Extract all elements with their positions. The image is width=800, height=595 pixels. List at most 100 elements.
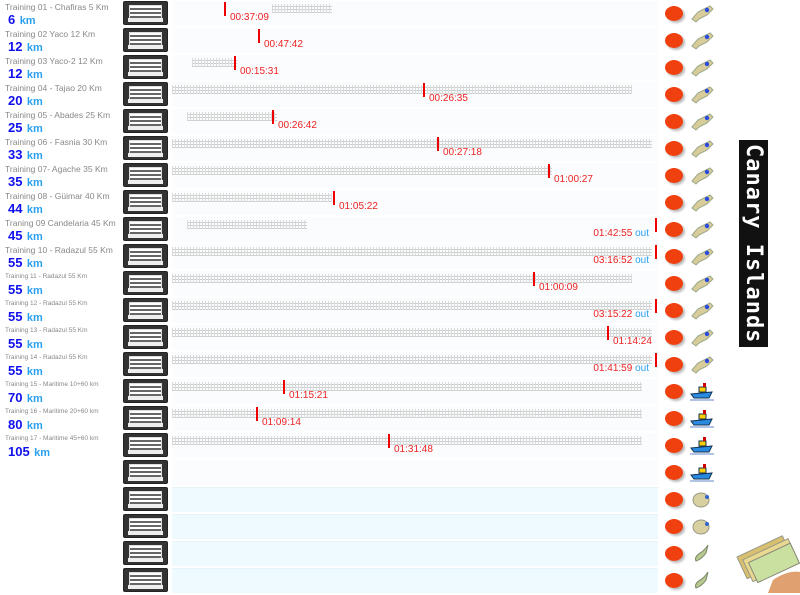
training-row[interactable]: Training 12 - Radazul 55 Km 55 km 03:15:22…: [0, 297, 730, 324]
training-row[interactable]: Training 16 - Maritime 20+60 km 80 km 01:0…: [0, 405, 730, 432]
training-title[interactable]: Training 04 - Tajao 20 Km: [5, 83, 102, 93]
status-dot[interactable]: [665, 519, 683, 534]
status-dot[interactable]: [665, 330, 683, 345]
training-label[interactable]: Training 12 - Radazul 55 Km 55 km: [5, 299, 123, 326]
status-dot[interactable]: [665, 114, 683, 129]
treadmill-icon[interactable]: [123, 514, 168, 538]
training-row[interactable]: Training 06 - Fasnia 30 Km 33 km 00:27:18: [0, 135, 730, 162]
status-dot[interactable]: [665, 546, 683, 561]
treadmill-icon[interactable]: [123, 163, 168, 187]
status-dot[interactable]: [665, 6, 683, 21]
training-title[interactable]: Training 03 Yaco-2 12 Km: [5, 56, 103, 66]
status-dot[interactable]: [665, 303, 683, 318]
training-row[interactable]: [0, 486, 730, 513]
training-label[interactable]: Training 02 Yaco 12 Km 12 km: [5, 29, 123, 56]
treadmill-icon[interactable]: [123, 541, 168, 565]
treadmill-icon[interactable]: [123, 433, 168, 457]
treadmill-icon[interactable]: [123, 1, 168, 25]
training-title[interactable]: Training 12 - Radazul 55 Km: [5, 300, 88, 307]
training-row[interactable]: Training 05 - Abades 25 Km 25 km 00:26:42: [0, 108, 730, 135]
training-title[interactable]: Training 05 - Abades 25 Km: [5, 110, 111, 120]
training-row[interactable]: [0, 459, 730, 486]
treadmill-icon[interactable]: [123, 568, 168, 592]
training-title[interactable]: Training 02 Yaco 12 Km: [5, 29, 96, 39]
training-row[interactable]: Training 15 - Maritime 10+60 km 70 km 01:1…: [0, 378, 730, 405]
status-dot[interactable]: [665, 384, 683, 399]
treadmill-icon[interactable]: [123, 136, 168, 160]
training-label[interactable]: Training 03 Yaco-2 12 Km 12 km: [5, 56, 123, 83]
training-row[interactable]: Training 03 Yaco-2 12 Km 12 km 00:15:31: [0, 54, 730, 81]
training-label[interactable]: Training 14 - Radazul 55 Km 55 km: [5, 353, 123, 380]
training-row[interactable]: Training 13 - Radazul 55 Km 55 km 01:14:24: [0, 324, 730, 351]
training-label[interactable]: Training 13 - Radazul 55 Km 55 km: [5, 326, 123, 353]
treadmill-icon[interactable]: [123, 325, 168, 349]
training-row[interactable]: Training 01 - Chafiras 5 Km 6 km 00:37:09: [0, 0, 730, 27]
treadmill-icon[interactable]: [123, 352, 168, 376]
training-title[interactable]: Training 11 - Radazul 55 Km: [5, 273, 88, 280]
status-dot[interactable]: [665, 438, 683, 453]
treadmill-icon[interactable]: [123, 55, 168, 79]
treadmill-icon[interactable]: [123, 190, 168, 214]
training-row[interactable]: [0, 540, 730, 567]
training-row[interactable]: [0, 513, 730, 540]
training-title[interactable]: Training 06 - Fasnia 30 Km: [5, 137, 108, 147]
treadmill-icon[interactable]: [123, 28, 168, 52]
training-label[interactable]: Training 01 - Chafiras 5 Km 6 km: [5, 2, 123, 29]
training-title[interactable]: Training 15 - Maritime 10+60 km: [5, 381, 99, 388]
treadmill-icon[interactable]: [123, 487, 168, 511]
status-dot[interactable]: [665, 195, 683, 210]
training-title[interactable]: Training 07- Agache 35 Km: [5, 164, 108, 174]
status-dot[interactable]: [665, 249, 683, 264]
training-label[interactable]: Training 05 - Abades 25 Km 25 km: [5, 110, 123, 137]
training-label[interactable]: Traning 09 Candelaria 45 Km 45 km: [5, 218, 123, 245]
training-label[interactable]: Training 04 - Tajao 20 Km 20 km: [5, 83, 123, 110]
training-row[interactable]: [0, 567, 730, 594]
treadmill-icon[interactable]: [123, 109, 168, 133]
training-label[interactable]: Training 16 - Maritime 20+60 km 80 km: [5, 407, 123, 434]
training-row[interactable]: Training 17 - Maritime 45+60 km 105 km 01:…: [0, 432, 730, 459]
status-dot[interactable]: [665, 168, 683, 183]
training-label[interactable]: Training 06 - Fasnia 30 Km 33 km: [5, 137, 123, 164]
training-row[interactable]: Training 14 - Radazul 55 Km 55 km 01:41:59…: [0, 351, 730, 378]
status-dot[interactable]: [665, 87, 683, 102]
treadmill-icon[interactable]: [123, 217, 168, 241]
status-dot[interactable]: [665, 276, 683, 291]
training-title[interactable]: Training 16 - Maritime 20+60 km: [5, 408, 99, 415]
status-dot[interactable]: [665, 33, 683, 48]
training-label[interactable]: Training 15 - Maritime 10+60 km 70 km: [5, 380, 123, 407]
training-row[interactable]: Traning 09 Candelaria 45 Km 45 km 01:42:55…: [0, 216, 730, 243]
status-dot[interactable]: [665, 411, 683, 426]
treadmill-icon[interactable]: [123, 82, 168, 106]
training-row[interactable]: Training 04 - Tajao 20 Km 20 km 00:26:35: [0, 81, 730, 108]
training-label[interactable]: Training 11 - Radazul 55 Km 55 km: [5, 272, 123, 299]
training-label[interactable]: Training 17 - Maritime 45+60 km 105 km: [5, 434, 123, 461]
training-label[interactable]: Training 08 - Güimar 40 Km 44 km: [5, 191, 123, 218]
training-row[interactable]: Training 07- Agache 35 Km 35 km 01:00:27: [0, 162, 730, 189]
training-title[interactable]: Training 08 - Güimar 40 Km: [5, 191, 110, 201]
status-dot[interactable]: [665, 141, 683, 156]
status-dot[interactable]: [665, 60, 683, 75]
training-label[interactable]: Training 10 - Radazul 55 Km 55 km: [5, 245, 123, 272]
training-label[interactable]: Training 07- Agache 35 Km 35 km: [5, 164, 123, 191]
status-dot[interactable]: [665, 492, 683, 507]
status-dot[interactable]: [665, 222, 683, 237]
treadmill-icon[interactable]: [123, 271, 168, 295]
treadmill-icon[interactable]: [123, 298, 168, 322]
status-dot[interactable]: [665, 465, 683, 480]
training-title[interactable]: Training 13 - Radazul 55 Km: [5, 327, 88, 334]
training-row[interactable]: Training 10 - Radazul 55 Km 55 km 03:16:52…: [0, 243, 730, 270]
training-row[interactable]: Training 08 - Güimar 40 Km 44 km 01:05:22: [0, 189, 730, 216]
treadmill-icon[interactable]: [123, 460, 168, 484]
status-dot[interactable]: [665, 573, 683, 588]
training-title[interactable]: Training 17 - Maritime 45+60 km: [5, 435, 99, 442]
status-dot[interactable]: [665, 357, 683, 372]
treadmill-icon[interactable]: [123, 244, 168, 268]
training-title[interactable]: Training 01 - Chafiras 5 Km: [5, 2, 109, 12]
training-title[interactable]: Traning 09 Candelaria 45 Km: [5, 218, 116, 228]
training-title[interactable]: Training 10 - Radazul 55 Km: [5, 245, 113, 255]
training-row[interactable]: Training 11 - Radazul 55 Km 55 km 01:00:09: [0, 270, 730, 297]
treadmill-icon[interactable]: [123, 379, 168, 403]
training-title[interactable]: Training 14 - Radazul 55 Km: [5, 354, 88, 361]
treadmill-icon[interactable]: [123, 406, 168, 430]
training-row[interactable]: Training 02 Yaco 12 Km 12 km 00:47:42: [0, 27, 730, 54]
